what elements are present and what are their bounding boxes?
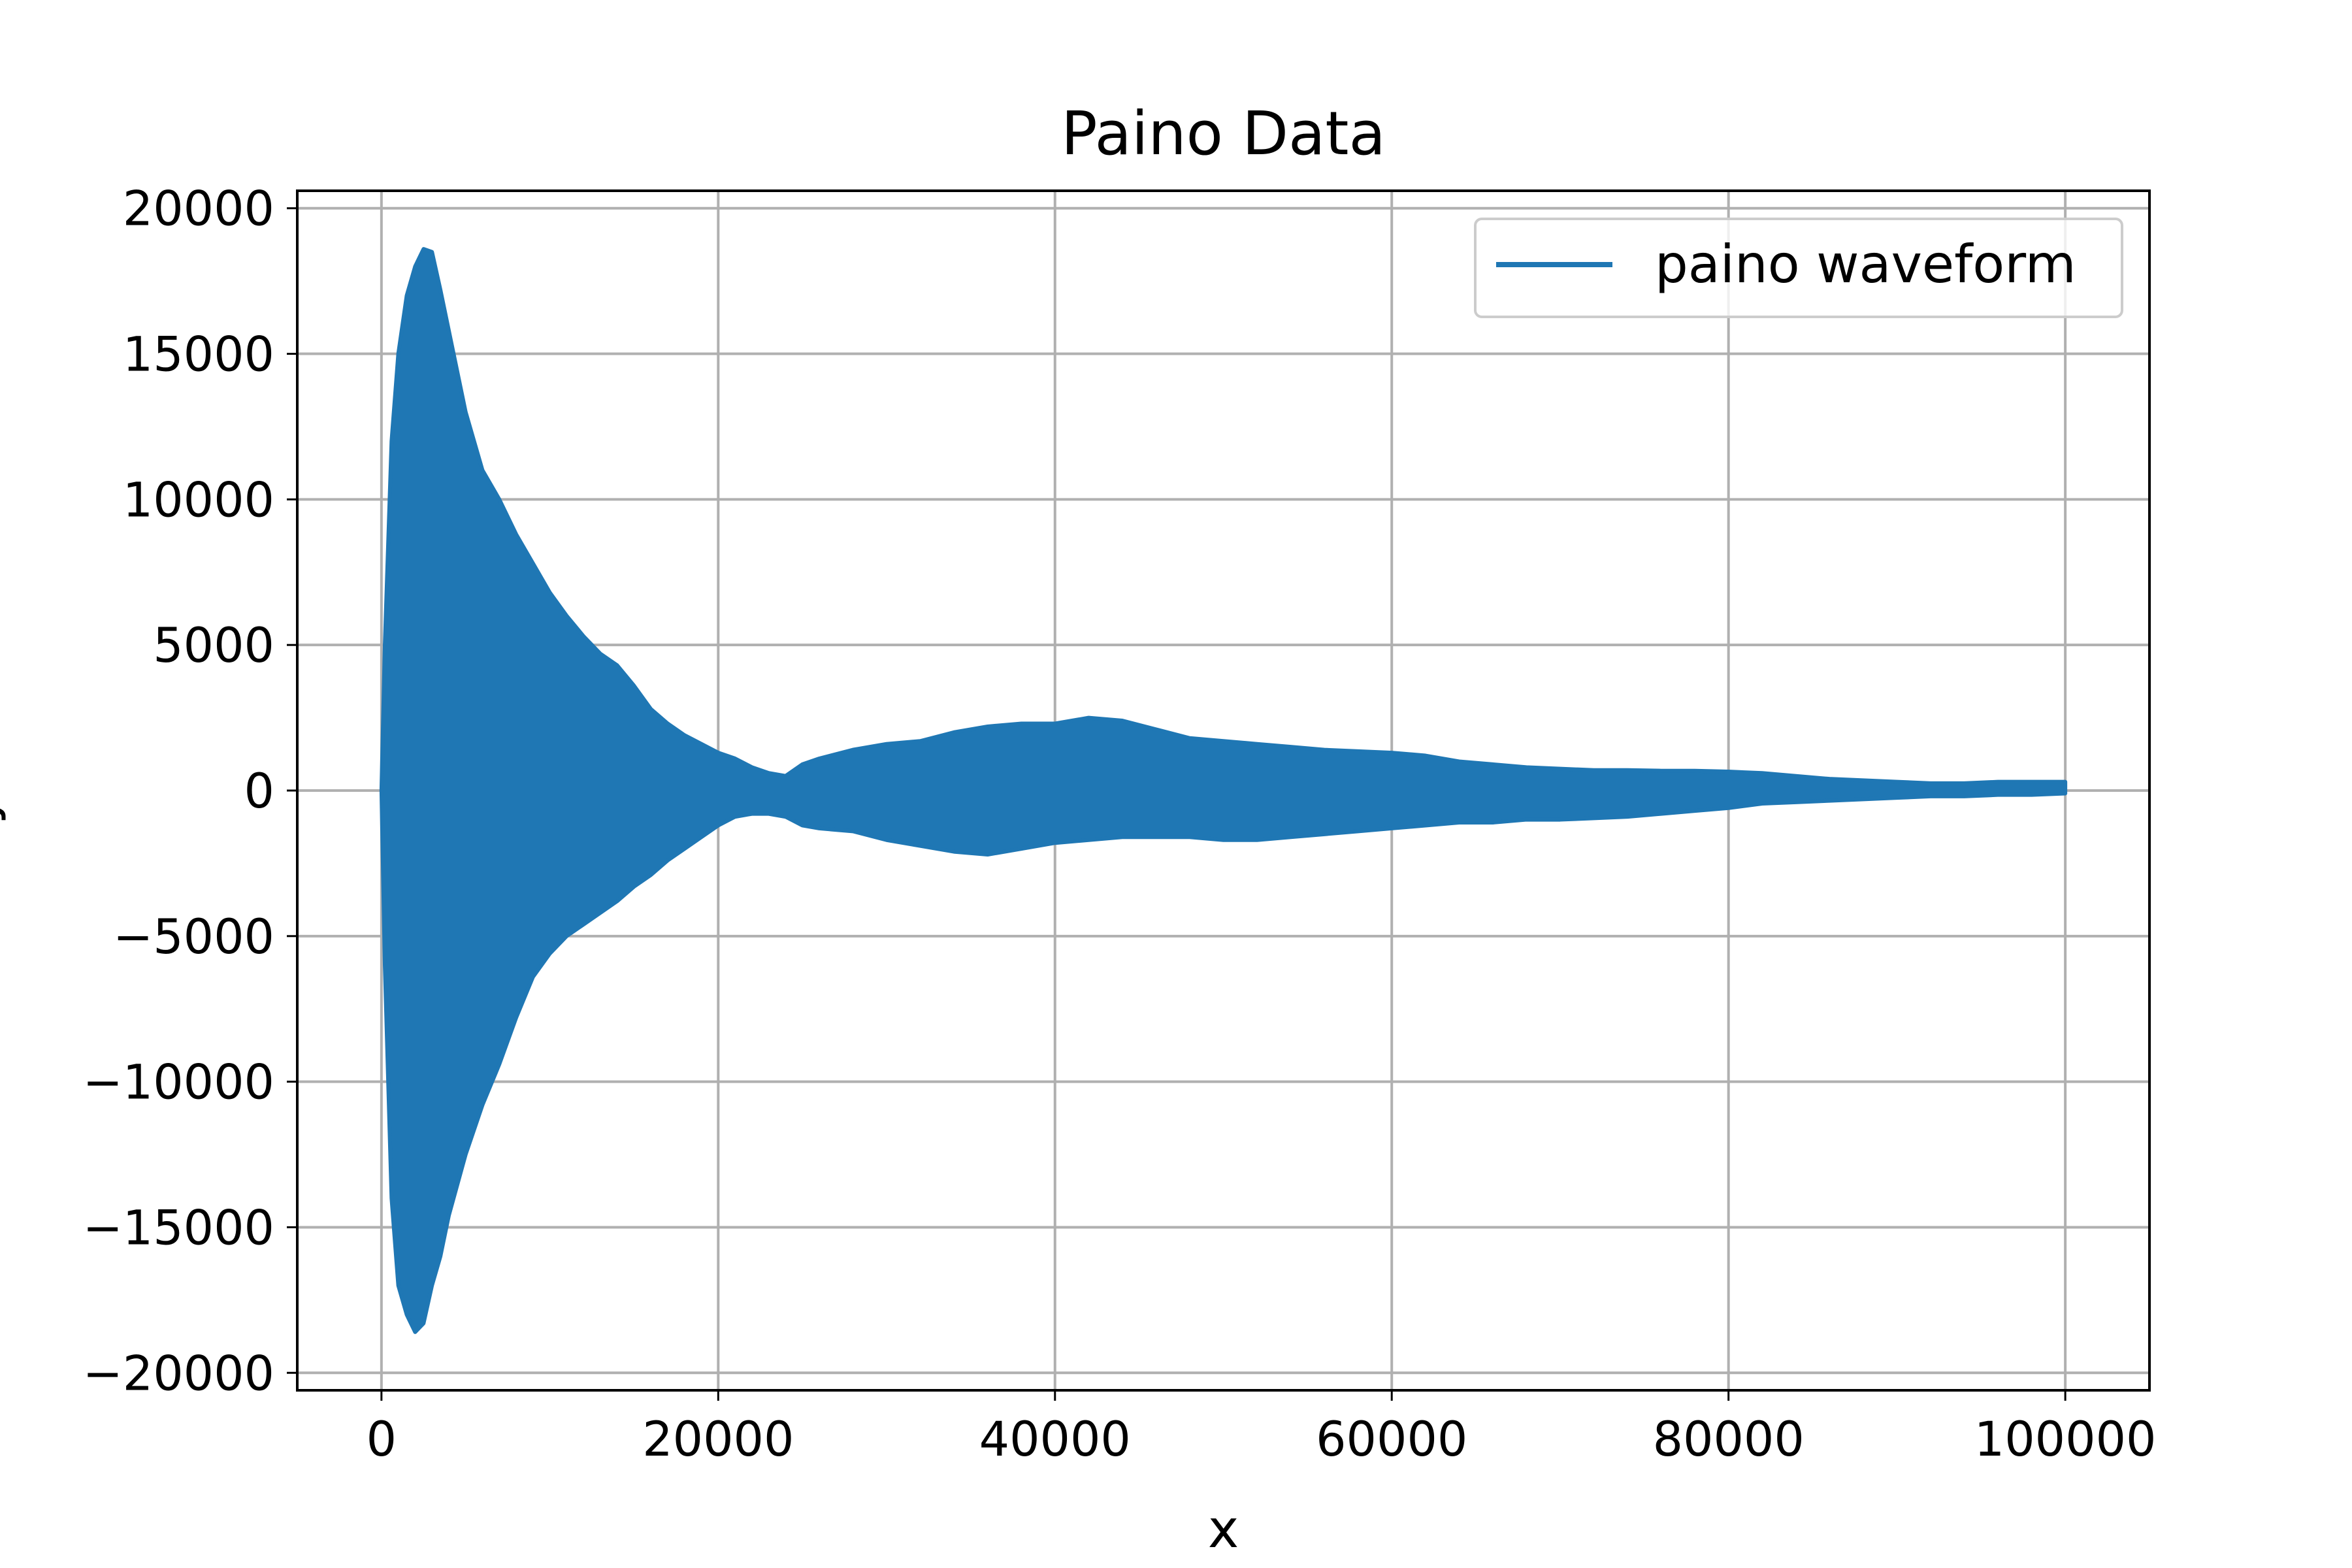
x-axis-title: x [1208, 1499, 1239, 1560]
legend: paino waveform [1474, 218, 2123, 318]
y-tick-label: −15000 [83, 1200, 274, 1256]
x-tick-label: 40000 [979, 1412, 1131, 1467]
plot-area [379, 247, 2068, 1334]
y-tick-label: −10000 [83, 1055, 274, 1111]
chart-title: Paino Data [1061, 99, 1386, 169]
x-axis-ticks: 0 20000 40000 60000 80000 100000 [367, 1390, 2157, 1467]
y-tick-label: −5000 [113, 909, 274, 965]
legend-box [1474, 218, 2123, 318]
y-axis-title: y [0, 793, 7, 824]
y-tick-label: 5000 [153, 618, 274, 674]
x-tick-label: 60000 [1316, 1412, 1467, 1467]
x-tick-label: 80000 [1653, 1412, 1805, 1467]
y-tick-label: 20000 [123, 182, 274, 237]
x-tick-label: 20000 [642, 1412, 794, 1467]
y-axis-ticks: −20000 −15000 −10000 −5000 0 5000 10000 15000 20… [83, 182, 297, 1401]
y-tick-label: 0 [244, 764, 274, 819]
series-line-paino-waveform [379, 247, 2068, 1334]
y-tick-label: 15000 [123, 327, 274, 383]
legend-label-paino-waveform: paino waveform [1655, 234, 2076, 295]
y-tick-label: −20000 [83, 1346, 274, 1401]
x-tick-label: 0 [367, 1412, 397, 1467]
x-tick-label: 100000 [1974, 1412, 2157, 1467]
y-tick-label: 10000 [123, 472, 274, 528]
